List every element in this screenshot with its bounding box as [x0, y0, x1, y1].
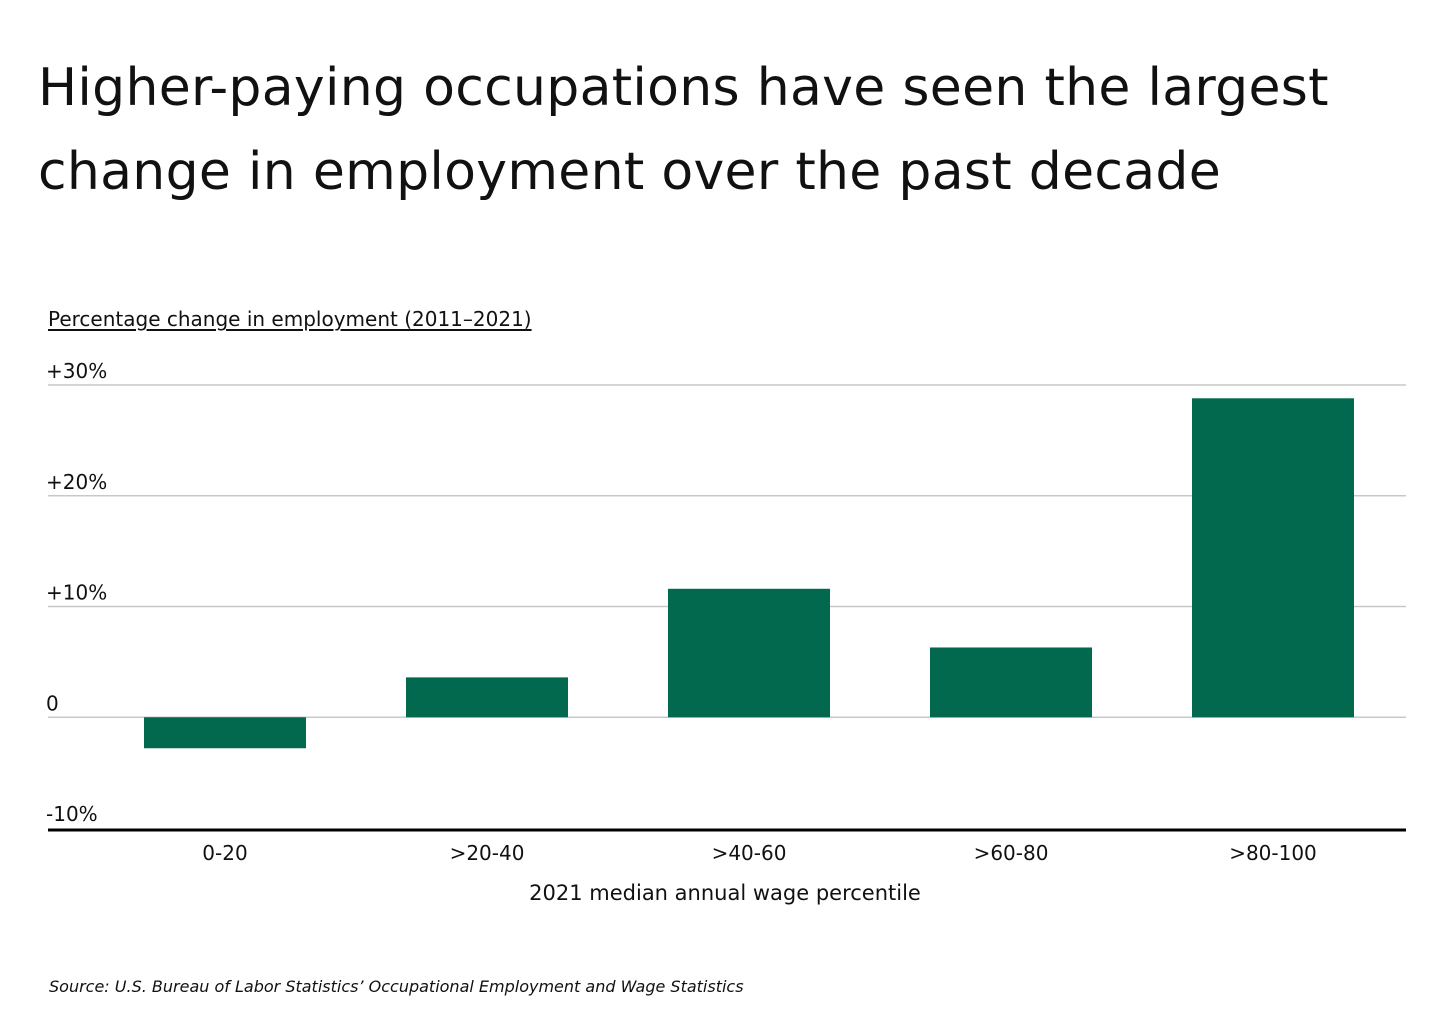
y-axis-title: Percentage change in employment (2011–20… [48, 307, 532, 331]
bars [144, 398, 1354, 749]
x-tick-label: >80-100 [1229, 841, 1317, 865]
y-tick-labels: +30% +20% +10% 0 -10% [46, 359, 107, 826]
x-tick-label: >20-40 [450, 841, 525, 865]
x-tick-label: 0-20 [202, 841, 247, 865]
y-tick-label: 0 [46, 691, 59, 715]
y-tick-label: +30% [46, 359, 107, 383]
source-note: Source: U.S. Bureau of Labor Statistics’… [49, 977, 744, 996]
bar [1192, 398, 1354, 718]
y-tick-label: +20% [46, 470, 107, 494]
y-tick-label: +10% [46, 581, 107, 605]
y-tick-label: -10% [46, 802, 98, 826]
bar [930, 647, 1092, 718]
bar [144, 717, 306, 749]
bar [406, 677, 568, 718]
bar [668, 588, 830, 718]
x-tick-labels: 0-20 >20-40 >40-60 >60-80 >80-100 [202, 841, 1317, 865]
x-tick-label: >60-80 [974, 841, 1049, 865]
x-axis-title: 2021 median annual wage percentile [529, 881, 921, 905]
x-tick-label: >40-60 [712, 841, 787, 865]
chart-title: Higher-paying occupations have seen the … [38, 58, 1329, 202]
